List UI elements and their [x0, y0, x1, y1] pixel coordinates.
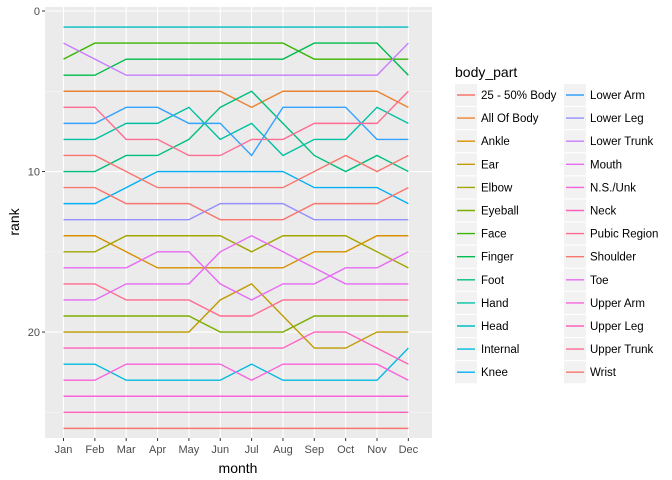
legend-label: Finger: [481, 252, 514, 264]
legend-label: Pubic Region: [590, 229, 658, 241]
legend-item: Lower Trunk: [564, 130, 654, 153]
plot-panel: [45, 7, 432, 438]
series-line: [63, 90, 409, 173]
legend-label: Internal: [481, 344, 519, 356]
legend-label: 25 - 50% Body: [481, 90, 557, 102]
legend-title: body_part: [455, 64, 517, 80]
x-tick-label: Jun: [211, 444, 229, 456]
legend-item: Neck: [564, 199, 616, 222]
legend-item: Hand: [455, 291, 509, 314]
series-line: [63, 234, 409, 301]
series-line: [63, 106, 409, 157]
x-tick-label: Sep: [305, 444, 325, 456]
legend-label: Hand: [481, 298, 509, 310]
series-line: [63, 90, 409, 157]
x-tick-label: Feb: [85, 444, 104, 456]
legend-item: Ear: [455, 153, 499, 176]
legend-item: Wrist: [564, 361, 617, 384]
series-line: [63, 235, 409, 269]
legend-label: All Of Body: [481, 113, 539, 125]
legend-item: 25 - 50% Body: [455, 84, 557, 106]
legend-label: Face: [481, 229, 507, 241]
legend-label: N.S./Unk: [590, 182, 636, 194]
legend-label: Ear: [481, 159, 499, 171]
legend-item: Head: [455, 315, 509, 337]
legend-item: Internal: [455, 338, 519, 361]
legend-label: Shoulder: [590, 252, 636, 264]
legend-label: Foot: [481, 275, 505, 287]
legend: 25 - 50% Body All Of Body Ankle Ear Elbow Eye…: [455, 84, 658, 384]
series-line: [63, 170, 409, 205]
x-axis: Jan Feb Mar Apr May Jun Jul Aug Sep Oct Nov Dec: [55, 438, 419, 456]
legend-item: Ankle: [455, 130, 510, 153]
series-line: [63, 106, 409, 157]
legend-item: Elbow: [455, 176, 513, 199]
legend-label: Elbow: [481, 182, 513, 194]
legend-item: Upper Trunk: [564, 338, 654, 361]
legend-label: Lower Leg: [590, 113, 644, 125]
x-tick-label: Nov: [367, 444, 387, 456]
series-line: [63, 363, 409, 381]
legend-label: Eyeball: [481, 206, 519, 218]
y-axis-title: rank: [6, 207, 22, 235]
legend-item: Lower Arm: [564, 84, 645, 106]
grid-major: [45, 7, 432, 438]
series-line: [63, 251, 409, 301]
y-tick-label: 20: [28, 327, 40, 339]
legend-label: Lower Trunk: [590, 136, 654, 148]
x-tick-label: Aug: [273, 444, 293, 456]
legend-item: N.S./Unk: [564, 176, 636, 199]
y-axis: 0 10 20: [28, 6, 45, 339]
x-axis-title: month: [219, 460, 258, 476]
legend-item: Eyeball: [455, 199, 519, 222]
legend-label: Wrist: [590, 367, 617, 379]
legend-label: Ankle: [481, 136, 510, 148]
series-lines: [63, 26, 409, 430]
legend-item: Lower Leg: [564, 107, 644, 130]
x-tick-label: Dec: [399, 444, 419, 456]
legend-label: Knee: [481, 367, 508, 379]
legend-label: Mouth: [590, 159, 622, 171]
series-line: [63, 154, 409, 189]
series-line: [63, 42, 409, 60]
legend-item: Toe: [564, 268, 609, 291]
legend-item: Knee: [455, 361, 508, 384]
x-tick-label: Oct: [337, 444, 354, 456]
legend-label: Toe: [590, 275, 609, 287]
legend-item: Pubic Region: [564, 222, 658, 245]
legend-item: Mouth: [564, 153, 622, 176]
series-line: [63, 186, 409, 221]
legend-item: Face: [455, 222, 507, 245]
y-tick-label: 10: [28, 167, 40, 179]
x-tick-label: Apr: [149, 444, 166, 456]
x-tick-label: May: [179, 444, 200, 456]
legend-item: All Of Body: [455, 107, 539, 130]
legend-label: Upper Leg: [590, 321, 644, 333]
series-line: [63, 42, 409, 76]
legend-item: Finger: [455, 245, 514, 268]
legend-label: Lower Arm: [590, 90, 645, 102]
x-tick-label: Jan: [55, 444, 73, 456]
x-tick-label: Mar: [117, 444, 136, 456]
legend-item: Upper Arm: [564, 291, 645, 314]
legend-label: Upper Trunk: [590, 344, 654, 356]
series-line: [63, 283, 409, 317]
series-line: [63, 202, 409, 221]
legend-item: Foot: [455, 268, 505, 291]
series-line: [63, 42, 409, 76]
legend-item: Shoulder: [564, 245, 636, 268]
y-tick-label: 0: [34, 6, 40, 18]
legend-label: Upper Arm: [590, 298, 645, 310]
legend-label: Head: [481, 321, 509, 333]
legend-label: Neck: [590, 206, 616, 218]
series-line: [63, 331, 409, 365]
legend-item: Upper Leg: [564, 315, 644, 337]
series-line: [63, 315, 409, 333]
x-tick-label: Jul: [245, 444, 259, 456]
